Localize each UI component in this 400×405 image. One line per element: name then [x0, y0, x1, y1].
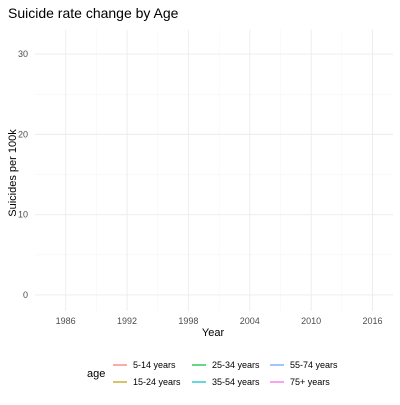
- legend-label: 35-54 years: [212, 377, 260, 387]
- legend-label: 15-24 years: [133, 377, 181, 387]
- y-tick-label: 0: [23, 290, 28, 300]
- x-tick-label: 2010: [301, 316, 321, 326]
- y-tick-label: 20: [18, 129, 28, 139]
- legend-item: 35-54 years: [192, 377, 260, 387]
- legend-label: 75+ years: [290, 377, 330, 387]
- legend-label: 55-74 years: [290, 360, 338, 370]
- x-axis-ticks: 1986 1992 1998 2004 2010 2016: [56, 316, 383, 326]
- chart-title: Suicide rate change by Age: [8, 5, 179, 21]
- legend-label: 25-34 years: [212, 360, 260, 370]
- grid: [35, 30, 393, 311]
- x-axis-title: Year: [202, 327, 225, 339]
- x-tick-label: 1986: [56, 316, 76, 326]
- legend-item: 15-24 years: [113, 377, 181, 387]
- x-tick-label: 2004: [240, 316, 260, 326]
- x-tick-label: 2016: [363, 316, 383, 326]
- y-axis-title: Suicides per 100k: [7, 129, 19, 217]
- legend-item: 5-14 years: [113, 360, 176, 370]
- legend-title: age: [87, 368, 105, 380]
- legend-item: 75+ years: [270, 377, 330, 387]
- legend-item: 55-74 years: [270, 360, 338, 370]
- x-tick-label: 1998: [178, 316, 198, 326]
- y-tick-label: 10: [18, 210, 28, 220]
- y-tick-label: 30: [18, 49, 28, 59]
- x-tick-label: 1992: [117, 316, 137, 326]
- legend: age 5-14 years 15-24 years 25-34 years 35-5…: [87, 360, 338, 387]
- legend-items: 5-14 years 15-24 years 25-34 years 35-54 ye…: [113, 360, 338, 387]
- legend-item: 25-34 years: [192, 360, 260, 370]
- y-axis-ticks: 0 10 20 30: [18, 49, 28, 300]
- legend-label: 5-14 years: [133, 360, 176, 370]
